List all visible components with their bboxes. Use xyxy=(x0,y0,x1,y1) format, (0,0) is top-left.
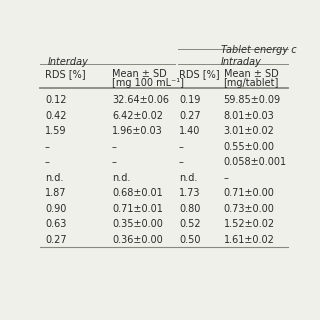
Text: –: – xyxy=(112,157,117,167)
Text: –: – xyxy=(45,157,50,167)
Text: 3.01±0.02: 3.01±0.02 xyxy=(224,126,274,136)
Text: 0.63: 0.63 xyxy=(45,219,66,229)
Text: Mean ± SD: Mean ± SD xyxy=(224,69,278,79)
Text: 0.90: 0.90 xyxy=(45,204,66,214)
Text: 0.27: 0.27 xyxy=(45,235,67,245)
Text: 1.61±0.02: 1.61±0.02 xyxy=(224,235,274,245)
Text: 0.42: 0.42 xyxy=(45,111,67,121)
Text: Interday: Interday xyxy=(47,57,88,67)
Text: Intraday: Intraday xyxy=(221,57,262,67)
Text: 6.42±0.02: 6.42±0.02 xyxy=(112,111,163,121)
Text: 1.40: 1.40 xyxy=(179,126,200,136)
Text: 0.68±0.01: 0.68±0.01 xyxy=(112,188,163,198)
Text: 0.73±0.00: 0.73±0.00 xyxy=(224,204,274,214)
Text: RDS [%]: RDS [%] xyxy=(179,69,220,79)
Text: 0.80: 0.80 xyxy=(179,204,200,214)
Text: –: – xyxy=(179,157,184,167)
Text: n.d.: n.d. xyxy=(179,173,197,183)
Text: 32.64±0.06: 32.64±0.06 xyxy=(112,95,169,105)
Text: 0.12: 0.12 xyxy=(45,95,67,105)
Text: n.d.: n.d. xyxy=(112,173,130,183)
Text: 1.96±0.03: 1.96±0.03 xyxy=(112,126,163,136)
Text: [mg/tablet]: [mg/tablet] xyxy=(224,78,279,88)
Text: Tablet energy c: Tablet energy c xyxy=(221,44,297,54)
Text: 0.35±0.00: 0.35±0.00 xyxy=(112,219,163,229)
Text: 0.19: 0.19 xyxy=(179,95,200,105)
Text: RDS [%]: RDS [%] xyxy=(45,69,85,79)
Text: 0.27: 0.27 xyxy=(179,111,201,121)
Text: 1.59: 1.59 xyxy=(45,126,67,136)
Text: –: – xyxy=(179,142,184,152)
Text: Mean ± SD: Mean ± SD xyxy=(112,69,167,79)
Text: 8.01±0.03: 8.01±0.03 xyxy=(224,111,274,121)
Text: 0.058±0.001: 0.058±0.001 xyxy=(224,157,287,167)
Text: –: – xyxy=(224,173,228,183)
Text: 59.85±0.09: 59.85±0.09 xyxy=(224,95,281,105)
Text: –: – xyxy=(45,142,50,152)
Text: 0.36±0.00: 0.36±0.00 xyxy=(112,235,163,245)
Text: 0.71±0.00: 0.71±0.00 xyxy=(224,188,274,198)
Text: 0.50: 0.50 xyxy=(179,235,200,245)
Text: 1.87: 1.87 xyxy=(45,188,67,198)
Text: –: – xyxy=(112,142,117,152)
Text: 0.55±0.00: 0.55±0.00 xyxy=(224,142,275,152)
Text: n.d.: n.d. xyxy=(45,173,63,183)
Text: 0.71±0.01: 0.71±0.01 xyxy=(112,204,163,214)
Text: 0.52: 0.52 xyxy=(179,219,201,229)
Text: 1.52±0.02: 1.52±0.02 xyxy=(224,219,275,229)
Text: 1.73: 1.73 xyxy=(179,188,200,198)
Text: [mg 100 mL⁻¹]: [mg 100 mL⁻¹] xyxy=(112,78,184,88)
